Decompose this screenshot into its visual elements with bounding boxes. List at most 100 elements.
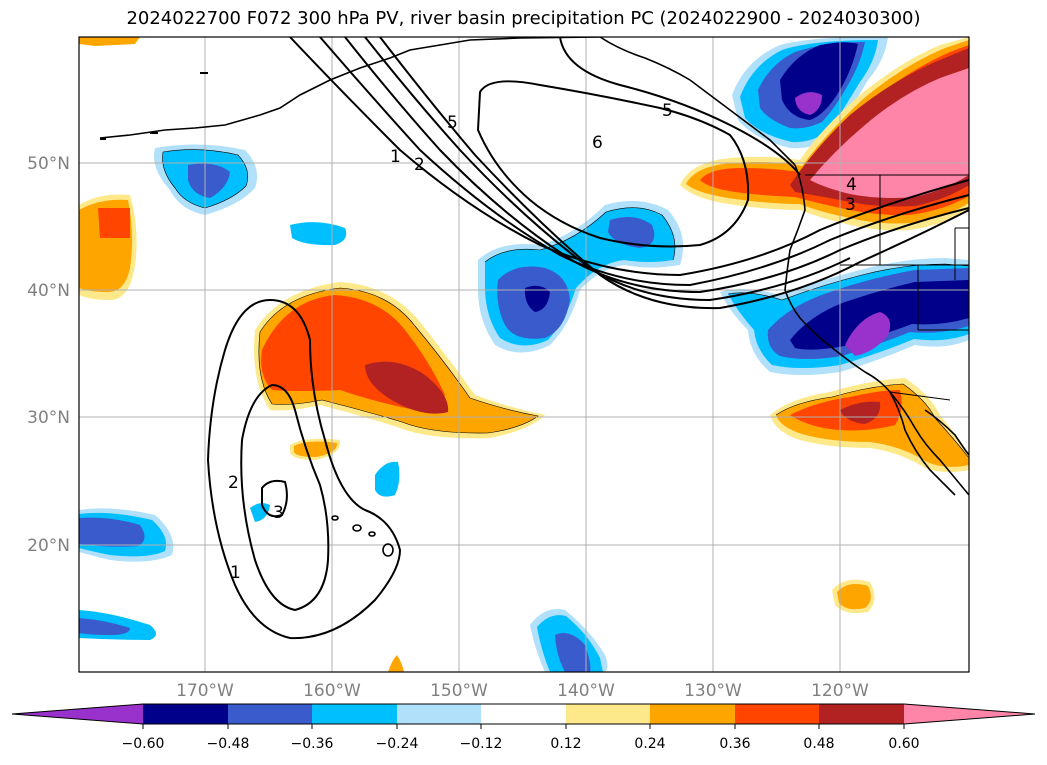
island xyxy=(200,72,208,74)
colorbar-tick-label: −0.36 xyxy=(291,736,334,752)
pv-contour xyxy=(559,37,801,176)
contour-label-3: 3 xyxy=(273,503,284,523)
island xyxy=(150,132,158,134)
hawaiian-islands xyxy=(331,515,394,557)
lon-label: 150°W xyxy=(430,681,488,701)
positive-anomaly-patch xyxy=(79,37,140,46)
coastlines xyxy=(99,37,969,496)
colorbar-segment xyxy=(397,704,481,724)
lon-label: 160°W xyxy=(303,681,361,701)
lon-label: 170°W xyxy=(176,681,234,701)
colorbar-extend-left xyxy=(12,704,143,724)
lat-label: 40°N xyxy=(27,281,70,301)
us-west-coastline xyxy=(784,164,969,496)
colorbar-tick-label: −0.12 xyxy=(460,736,503,752)
contour-label-4: 4 xyxy=(846,175,857,195)
colorbar-tick-label: 0.60 xyxy=(888,736,919,752)
anomaly-outline xyxy=(162,149,249,209)
contour-label-5: 5 xyxy=(447,113,458,133)
lat-label: 50°N xyxy=(27,154,70,174)
island xyxy=(331,515,339,521)
lon-label: 140°W xyxy=(557,681,615,701)
longitude-labels: 170°W 160°W 150°W 140°W 130°W 120°W xyxy=(176,681,869,701)
lon-label: 130°W xyxy=(684,681,742,701)
alaska-coastline xyxy=(99,37,601,139)
mexico-coastline xyxy=(924,409,969,456)
colorbar-segment xyxy=(481,704,566,724)
negative-anomaly-patch xyxy=(250,503,270,522)
lon-label: 120°W xyxy=(811,681,869,701)
alaska-panhandle-coastline xyxy=(599,37,796,166)
pv-contour xyxy=(476,80,750,248)
contour-label-6: 6 xyxy=(592,133,603,153)
lat-label: 30°N xyxy=(27,408,70,428)
colorbar-tick-label: −0.48 xyxy=(207,736,250,752)
contour-label-5: 5 xyxy=(662,101,673,121)
contour-label-2: 2 xyxy=(228,473,239,493)
map-frame xyxy=(78,36,970,673)
positive-anomaly-patch xyxy=(840,401,881,424)
colorbar-tick-label: 0.48 xyxy=(803,736,834,752)
anomaly-outline xyxy=(484,207,676,263)
colorbar-tick-label: −0.24 xyxy=(376,736,419,752)
pv-contour xyxy=(344,37,969,294)
colorbar-segment xyxy=(650,704,735,724)
negative-anomaly-patch xyxy=(375,461,400,497)
negative-anomaly-patch xyxy=(524,285,550,312)
colorbar-segment xyxy=(143,704,228,724)
baja-coastline xyxy=(889,391,956,496)
lat-label: 20°N xyxy=(27,536,70,556)
positive-anomaly-patch xyxy=(98,208,130,238)
island xyxy=(382,543,394,557)
pv-contour xyxy=(289,37,969,277)
negative-anomaly-patch xyxy=(845,312,891,356)
colorbar-tick-label: 0.24 xyxy=(634,736,665,752)
positive-anomaly-patch xyxy=(365,361,449,414)
negative-anomaly-patch xyxy=(555,632,591,672)
contour-label-1: 1 xyxy=(390,147,401,167)
us-mexico-border xyxy=(889,391,951,401)
positive-anomaly-patch xyxy=(388,655,404,672)
pv-contour xyxy=(240,383,330,612)
island xyxy=(100,138,106,140)
negative-anomaly-patch xyxy=(608,216,655,248)
political-borders xyxy=(805,174,969,401)
negative-anomaly-patch xyxy=(79,618,130,635)
latitude-labels: 50°N 40°N 30°N 20°N xyxy=(27,154,70,556)
colorbar-segment xyxy=(312,704,397,724)
pv-contour xyxy=(319,37,969,287)
contour-labels: 6 5 5 1 2 4 3 2 1 3 xyxy=(228,101,857,583)
colorbar-extend-right xyxy=(904,704,1035,724)
anomaly-outline xyxy=(258,287,539,434)
negative-anomaly-patch xyxy=(79,517,145,547)
positive-anomaly-patch xyxy=(810,68,969,198)
island xyxy=(352,524,362,532)
graticule xyxy=(79,37,969,672)
pv-contour xyxy=(379,37,969,310)
colorbar-ticks xyxy=(142,724,905,729)
anomaly-outline xyxy=(775,383,969,459)
colorbar-segment xyxy=(228,704,312,724)
anomaly-outline xyxy=(727,263,969,301)
pc-shading-layer xyxy=(79,37,969,672)
pv-contour xyxy=(364,37,851,302)
colorbar-segment xyxy=(566,704,650,724)
colorbar-segment xyxy=(819,704,904,724)
map-title: 2024022700 F072 300 hPa PV, river basin … xyxy=(126,8,921,29)
colorbar-tick-label: 0.36 xyxy=(719,736,750,752)
island xyxy=(368,531,376,537)
colorbar-tick-label: 0.12 xyxy=(550,736,581,752)
colorbar-segment xyxy=(735,704,819,724)
aleutian-islands xyxy=(100,72,208,140)
pv-contour xyxy=(261,479,288,518)
positive-anomaly-patch xyxy=(837,584,871,610)
negative-anomaly-patch xyxy=(795,92,822,115)
pv-contours xyxy=(206,37,969,640)
contour-label-3: 3 xyxy=(845,195,856,215)
contour-label-1: 1 xyxy=(230,563,241,583)
pv-contour xyxy=(206,298,402,640)
colorbar: −0.60 −0.48 −0.36 −0.24 −0.12 0.12 0.24 … xyxy=(11,703,1036,752)
colorbar-tick-label: −0.60 xyxy=(122,736,165,752)
contour-label-2: 2 xyxy=(414,155,425,175)
